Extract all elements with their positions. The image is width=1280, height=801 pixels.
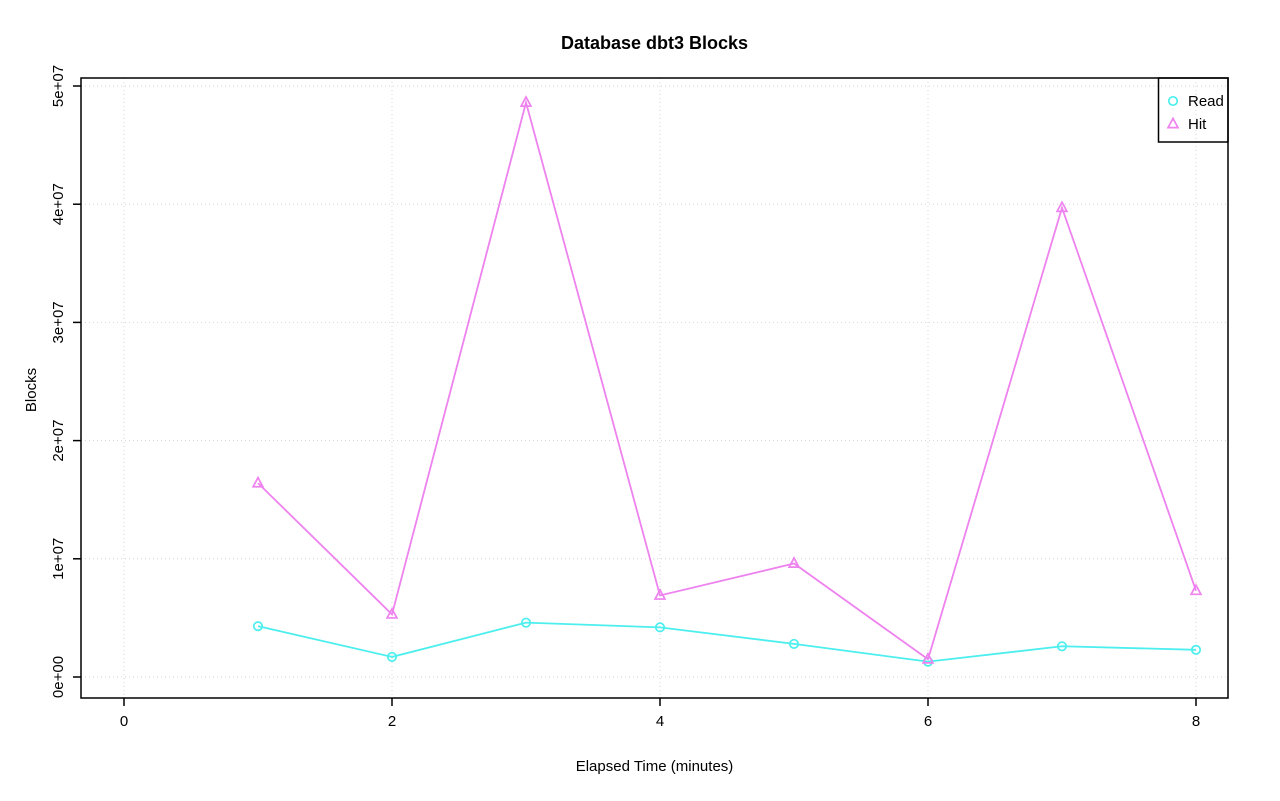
y-tick-label: 4e+07	[50, 183, 67, 225]
series-read-marker	[1056, 641, 1068, 652]
series-read-marker	[520, 617, 532, 628]
series-hit-marker	[251, 475, 265, 488]
series-hit-marker	[519, 95, 533, 107]
series-hit-line	[257, 99, 1197, 661]
series-read-marker	[1190, 644, 1202, 655]
y-tick-label: 5e+07	[50, 65, 67, 107]
chart-title: Database dbt3 Blocks	[560, 33, 749, 53]
y-tick-label: 3e+07	[50, 301, 67, 343]
series-read-marker	[386, 651, 398, 662]
series-hit-marker	[1055, 200, 1069, 213]
y-tick-label: 0e+00	[50, 656, 67, 698]
legend-label: Read	[1188, 93, 1224, 110]
circle-marker-icon	[1167, 95, 1179, 107]
y-axis-label: Blocks	[23, 367, 40, 413]
legend-label: Hit	[1188, 116, 1207, 133]
series-read-line	[257, 621, 1197, 663]
x-tick-label: 8	[1192, 713, 1200, 730]
series-hit-marker	[385, 606, 399, 619]
y-tick-label: 2e+07	[50, 420, 67, 462]
x-tick-label: 4	[656, 713, 664, 730]
series-read-marker	[252, 621, 264, 632]
y-tick-label: 1e+07	[50, 538, 67, 580]
x-axis-label: Elapsed Time (minutes)	[575, 758, 734, 775]
series-hit-marker	[921, 651, 935, 664]
series-hit-marker	[787, 556, 801, 568]
legend-box	[1157, 77, 1229, 143]
x-tick-label: 6	[924, 713, 932, 730]
triangle-marker-icon	[1166, 116, 1180, 129]
series-hit-marker	[653, 588, 667, 600]
series-read-marker	[654, 622, 666, 633]
x-tick-label: 0	[120, 713, 128, 730]
series-read-marker	[788, 638, 800, 649]
plot-frame	[80, 77, 1229, 699]
x-tick-label: 2	[388, 713, 396, 730]
series-hit-marker	[1189, 583, 1203, 596]
